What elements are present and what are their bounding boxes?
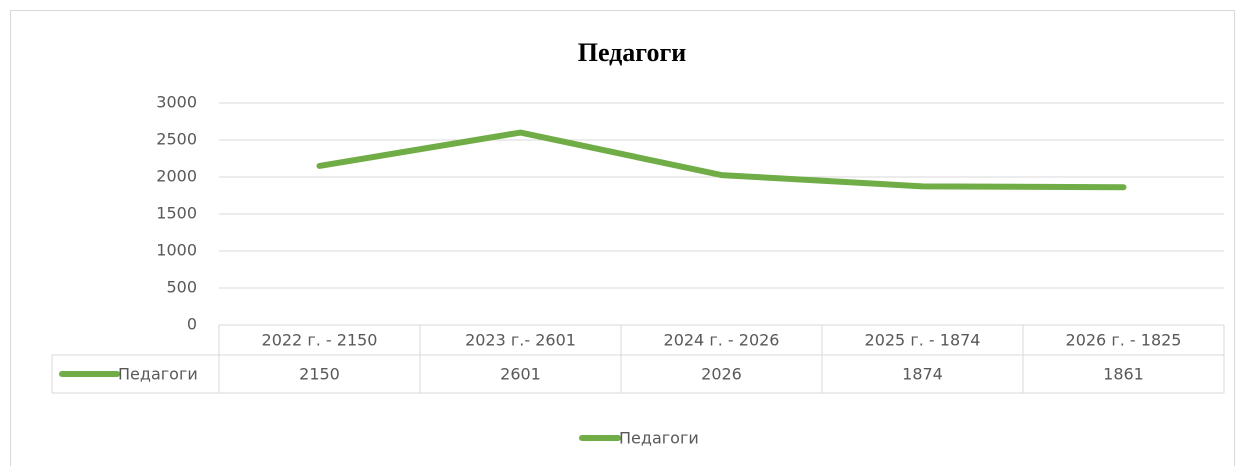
table-value: 2601: [500, 365, 541, 384]
x-tick-label: 2023 г.- 2601: [465, 331, 576, 350]
table-value: 1874: [902, 365, 943, 384]
series-line: [316, 129, 1127, 191]
table-value: 2150: [299, 365, 340, 384]
x-tick-label: 2024 г. - 2026: [664, 331, 780, 350]
table-value: 1861: [1103, 365, 1144, 384]
y-tick-label: 1000: [156, 241, 197, 260]
chart-border: [10, 10, 1235, 466]
y-tick-label: 2000: [156, 167, 197, 186]
table-value: 2026: [701, 365, 742, 384]
x-tick-label: 2022 г. - 2150: [262, 331, 378, 350]
legend-label: Педагоги: [619, 429, 699, 448]
x-tick-label: 2026 г. - 1825: [1066, 331, 1182, 350]
chart-title: Педагоги: [578, 38, 687, 67]
y-tick-label: 500: [166, 278, 197, 297]
x-tick-label: 2025 г. - 1874: [865, 331, 981, 350]
y-tick-label: 1500: [156, 204, 197, 223]
y-tick-label: 3000: [156, 93, 197, 112]
y-tick-label: 2500: [156, 130, 197, 149]
y-tick-label: 0: [187, 315, 197, 334]
table-series-name: Педагоги: [118, 365, 198, 384]
